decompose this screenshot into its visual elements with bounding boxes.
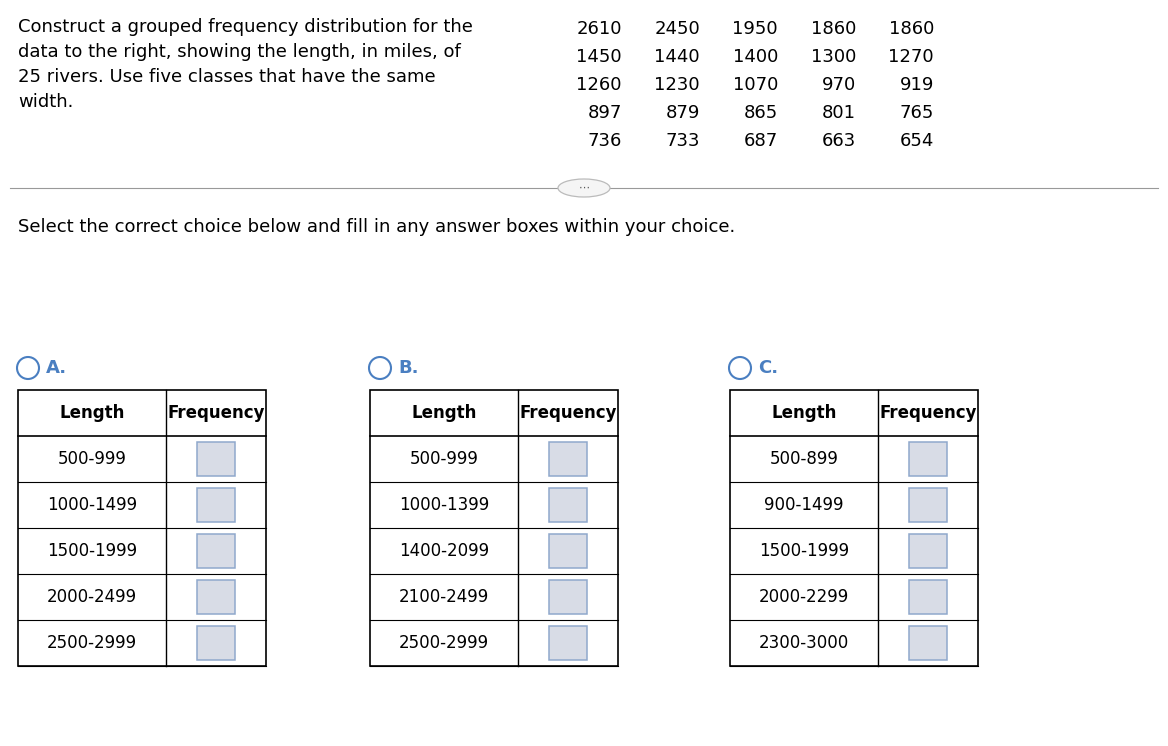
Text: 1440: 1440 (654, 48, 700, 66)
Text: 1000-1399: 1000-1399 (399, 496, 489, 514)
Bar (909, 534, 947, 568)
Text: Construct a grouped frequency distribution for the
data to the right, showing th: Construct a grouped frequency distributi… (18, 18, 473, 111)
Text: Length: Length (771, 404, 836, 422)
Text: 2500-2999: 2500-2999 (47, 634, 137, 652)
Bar (197, 489, 235, 521)
Bar (197, 580, 235, 613)
Ellipse shape (558, 179, 610, 197)
Text: 2610: 2610 (577, 20, 623, 38)
Bar (549, 534, 588, 568)
Text: 1300: 1300 (811, 48, 856, 66)
Bar (197, 627, 235, 659)
Text: 654: 654 (899, 132, 934, 150)
Text: 500-999: 500-999 (410, 450, 479, 468)
Text: Frequency: Frequency (520, 404, 617, 422)
Text: 687: 687 (744, 132, 778, 150)
Text: ⋯: ⋯ (578, 183, 590, 193)
Bar (18, 390, 266, 666)
Text: A.: A. (46, 359, 67, 377)
Text: 2500-2999: 2500-2999 (399, 634, 489, 652)
Text: 2100-2499: 2100-2499 (399, 588, 489, 606)
Bar (197, 442, 235, 475)
Text: 1950: 1950 (732, 20, 778, 38)
Bar (549, 580, 588, 613)
Text: 1000-1499: 1000-1499 (47, 496, 137, 514)
Text: 1500-1999: 1500-1999 (47, 542, 137, 560)
Text: 879: 879 (666, 104, 700, 122)
Text: 897: 897 (588, 104, 623, 122)
Text: 2000-2299: 2000-2299 (759, 588, 849, 606)
Text: 970: 970 (822, 76, 856, 94)
Text: 663: 663 (822, 132, 856, 150)
Bar (197, 534, 235, 568)
Text: 1270: 1270 (889, 48, 934, 66)
Text: 2300-3000: 2300-3000 (759, 634, 849, 652)
Text: Frequency: Frequency (880, 404, 976, 422)
Bar (549, 627, 588, 659)
Text: Length: Length (60, 404, 125, 422)
Bar (549, 442, 588, 475)
Text: 1400-2099: 1400-2099 (399, 542, 489, 560)
Text: 736: 736 (588, 132, 623, 150)
Text: Select the correct choice below and fill in any answer boxes within your choice.: Select the correct choice below and fill… (18, 218, 735, 236)
Text: 1260: 1260 (577, 76, 623, 94)
Text: 1070: 1070 (732, 76, 778, 94)
Text: C.: C. (758, 359, 778, 377)
Bar (730, 390, 978, 666)
Text: 1500-1999: 1500-1999 (759, 542, 849, 560)
Text: 801: 801 (822, 104, 856, 122)
Text: 1400: 1400 (732, 48, 778, 66)
Text: 865: 865 (744, 104, 778, 122)
Bar (370, 390, 618, 666)
Text: 1450: 1450 (576, 48, 623, 66)
Bar (909, 627, 947, 659)
Text: 1860: 1860 (811, 20, 856, 38)
Text: B.: B. (398, 359, 418, 377)
Text: 900-1499: 900-1499 (764, 496, 843, 514)
Bar (909, 442, 947, 475)
Bar (909, 489, 947, 521)
Text: Length: Length (411, 404, 477, 422)
Text: 919: 919 (899, 76, 934, 94)
Text: 500-899: 500-899 (770, 450, 839, 468)
Text: 500-999: 500-999 (57, 450, 126, 468)
Text: 2450: 2450 (654, 20, 700, 38)
Text: Frequency: Frequency (167, 404, 265, 422)
Text: 1230: 1230 (654, 76, 700, 94)
Bar (909, 580, 947, 613)
Bar (549, 489, 588, 521)
Text: 733: 733 (666, 132, 700, 150)
Text: 1860: 1860 (889, 20, 934, 38)
Text: 2000-2499: 2000-2499 (47, 588, 137, 606)
Text: 765: 765 (899, 104, 934, 122)
